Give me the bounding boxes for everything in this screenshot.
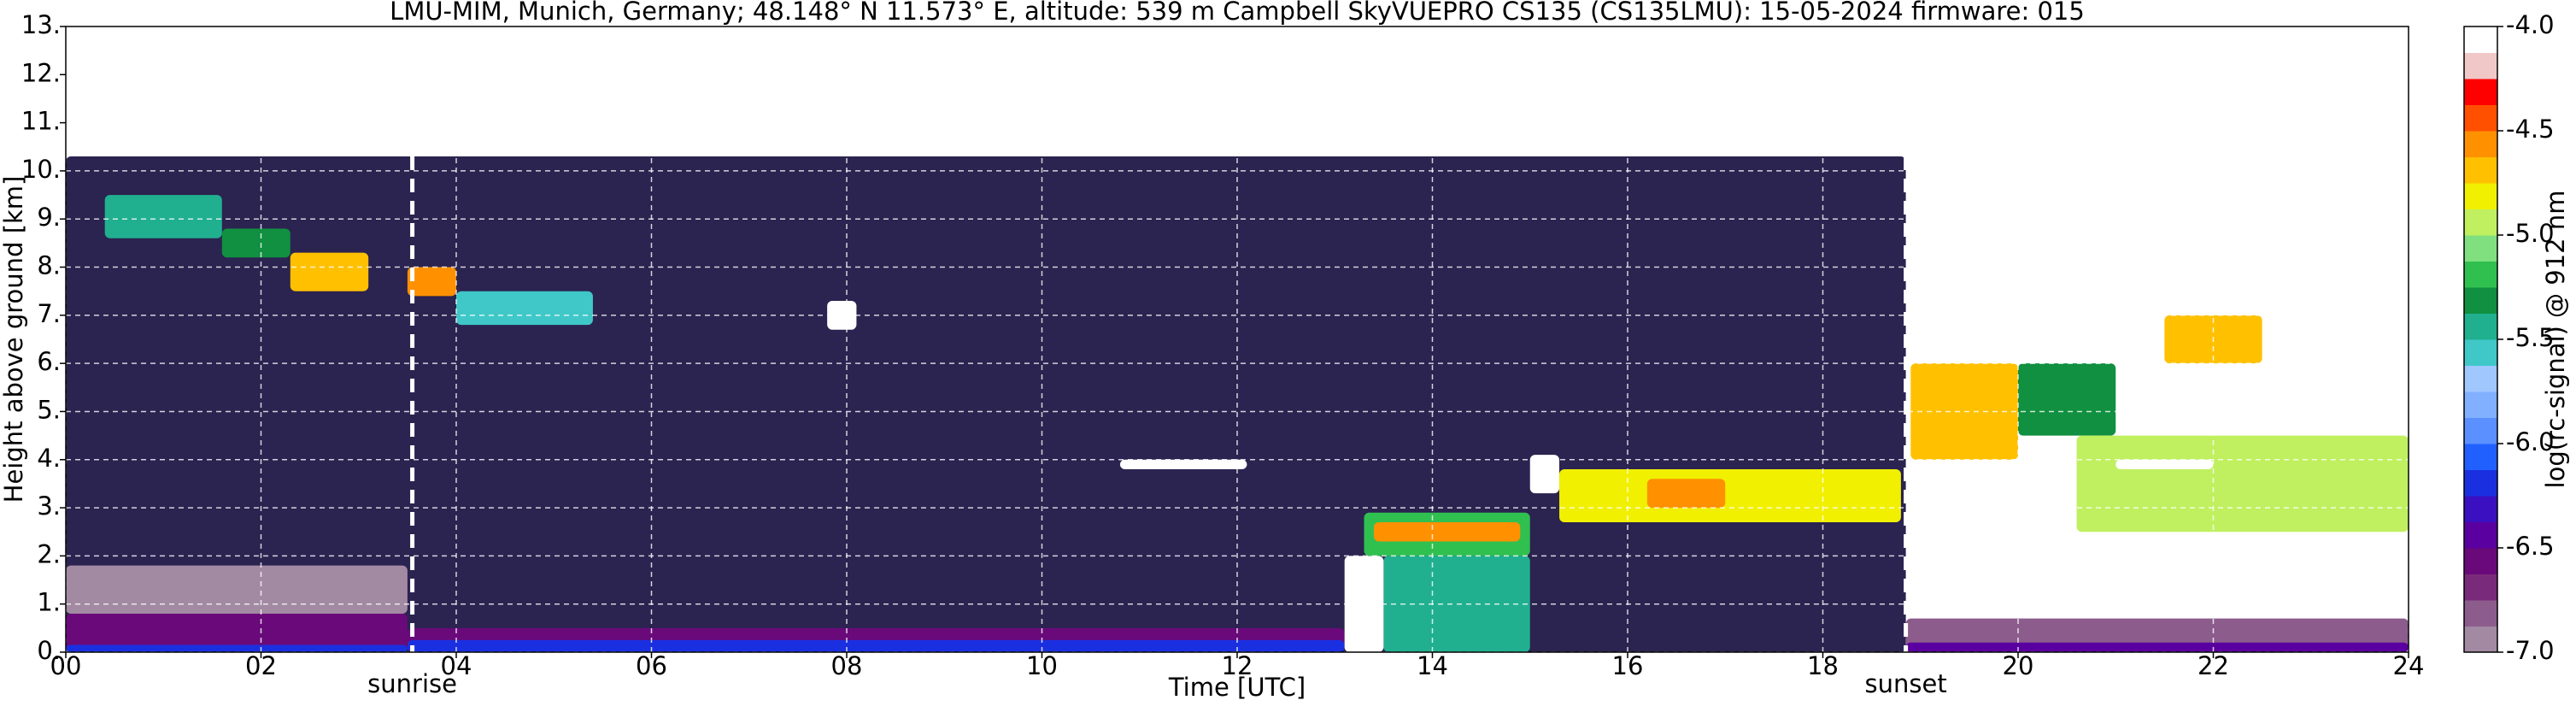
y-tick-label: 8. <box>37 251 61 280</box>
colorbar-tick-label: -6.5 <box>2506 532 2555 561</box>
x-axis-label: Time [UTC] <box>1168 673 1306 702</box>
colorbar-segment <box>2464 600 2497 627</box>
colorbar-segment <box>2464 469 2497 497</box>
y-tick-label: 1. <box>37 588 61 617</box>
signal-region <box>1646 479 1726 509</box>
colorbar-segment <box>2464 131 2497 157</box>
colorbar-segment <box>2464 209 2497 236</box>
signal-region <box>456 291 593 326</box>
colorbar-segment <box>2464 313 2497 340</box>
colorbar-segment <box>2464 52 2497 79</box>
y-tick-label: 13. <box>21 10 61 39</box>
colorbar-segment <box>2464 626 2497 653</box>
colorbar-segment <box>2464 574 2497 601</box>
signal-region <box>1905 642 2409 652</box>
signal-region <box>66 644 408 652</box>
annotation-label: sunrise <box>367 669 457 698</box>
x-tick-label: 24 <box>2393 651 2425 680</box>
colorbar-segment <box>2464 548 2497 574</box>
signal-region <box>2115 459 2214 470</box>
y-tick-label: 0. <box>37 636 61 665</box>
colorbar-label: log(rc-signal) @ 912 nm <box>2541 191 2570 489</box>
colorbar-tick-label: -4.5 <box>2506 115 2555 144</box>
colorbar-segment <box>2464 183 2497 209</box>
y-tick-label: 11. <box>21 107 61 136</box>
colorbar-segment <box>2464 339 2497 366</box>
colorbar-tick-label: -7.0 <box>2506 636 2555 665</box>
x-tick-label: 08 <box>831 651 863 680</box>
colorbar-segment <box>2464 156 2497 184</box>
colorbar-segment <box>2464 391 2497 418</box>
colorbar-segment <box>2464 417 2497 444</box>
signal-region <box>2018 363 2116 436</box>
signal-region <box>66 565 408 614</box>
y-tick-label: 6. <box>37 347 61 376</box>
signal-region <box>407 639 1345 652</box>
signal-region <box>290 252 369 291</box>
signal-region <box>827 300 857 330</box>
x-tick-label: 04 <box>441 651 472 680</box>
colorbar-segment <box>2464 79 2497 105</box>
y-tick-label: 9. <box>37 203 61 232</box>
signal-region <box>221 228 290 258</box>
x-tick-label: 12 <box>1222 651 1253 680</box>
colorbar-tick-label: -5.0 <box>2506 219 2555 248</box>
signal-region <box>1373 521 1521 542</box>
x-tick-label: 14 <box>1417 651 1448 680</box>
signal-region <box>104 195 222 238</box>
colorbar-tick-label: -6.0 <box>2506 427 2555 456</box>
y-tick-label: 12. <box>21 58 61 87</box>
signal-region <box>2076 435 2409 532</box>
colorbar-segment <box>2464 287 2497 314</box>
colorbar-segment <box>2464 104 2497 132</box>
x-tick-label: 16 <box>1612 651 1644 680</box>
signal-region <box>1119 459 1247 470</box>
x-tick-label: 00 <box>50 651 82 680</box>
y-tick-label: 5. <box>37 395 61 424</box>
signal-region <box>66 613 408 652</box>
x-tick-label: 20 <box>2003 651 2034 680</box>
colorbar-segment <box>2464 261 2497 288</box>
y-tick-label: 4. <box>37 444 61 473</box>
colorbar-segment <box>2464 235 2497 262</box>
annotation-label: sunset <box>1865 669 1947 698</box>
chart-title: LMU-MIM, Munich, Germany; 48.148° N 11.5… <box>390 0 2085 26</box>
y-tick-label: 7. <box>37 299 61 328</box>
x-tick-label: 18 <box>1807 651 1839 680</box>
colorbar-segment <box>2464 521 2497 549</box>
signal-region <box>407 267 456 297</box>
colorbar-segment <box>2464 496 2497 522</box>
signal-region <box>1559 469 1901 522</box>
y-tick-label: 2. <box>37 539 61 568</box>
colorbar-segment <box>2464 444 2497 470</box>
x-tick-label: 02 <box>245 651 277 680</box>
colorbar-tick-label: -5.5 <box>2506 323 2555 352</box>
y-tick-label: 10. <box>21 155 61 184</box>
x-tick-label: 06 <box>636 651 667 680</box>
colorbar-segment <box>2464 26 2497 53</box>
x-tick-label: 10 <box>1026 651 1058 680</box>
y-tick-label: 3. <box>37 491 61 521</box>
colorbar-segment <box>2464 365 2497 392</box>
y-axis-label: Height above ground [km] <box>0 176 28 503</box>
x-tick-label: 22 <box>2198 651 2229 680</box>
signal-region <box>1529 455 1560 494</box>
colorbar-tick-label: -4.0 <box>2506 10 2555 39</box>
